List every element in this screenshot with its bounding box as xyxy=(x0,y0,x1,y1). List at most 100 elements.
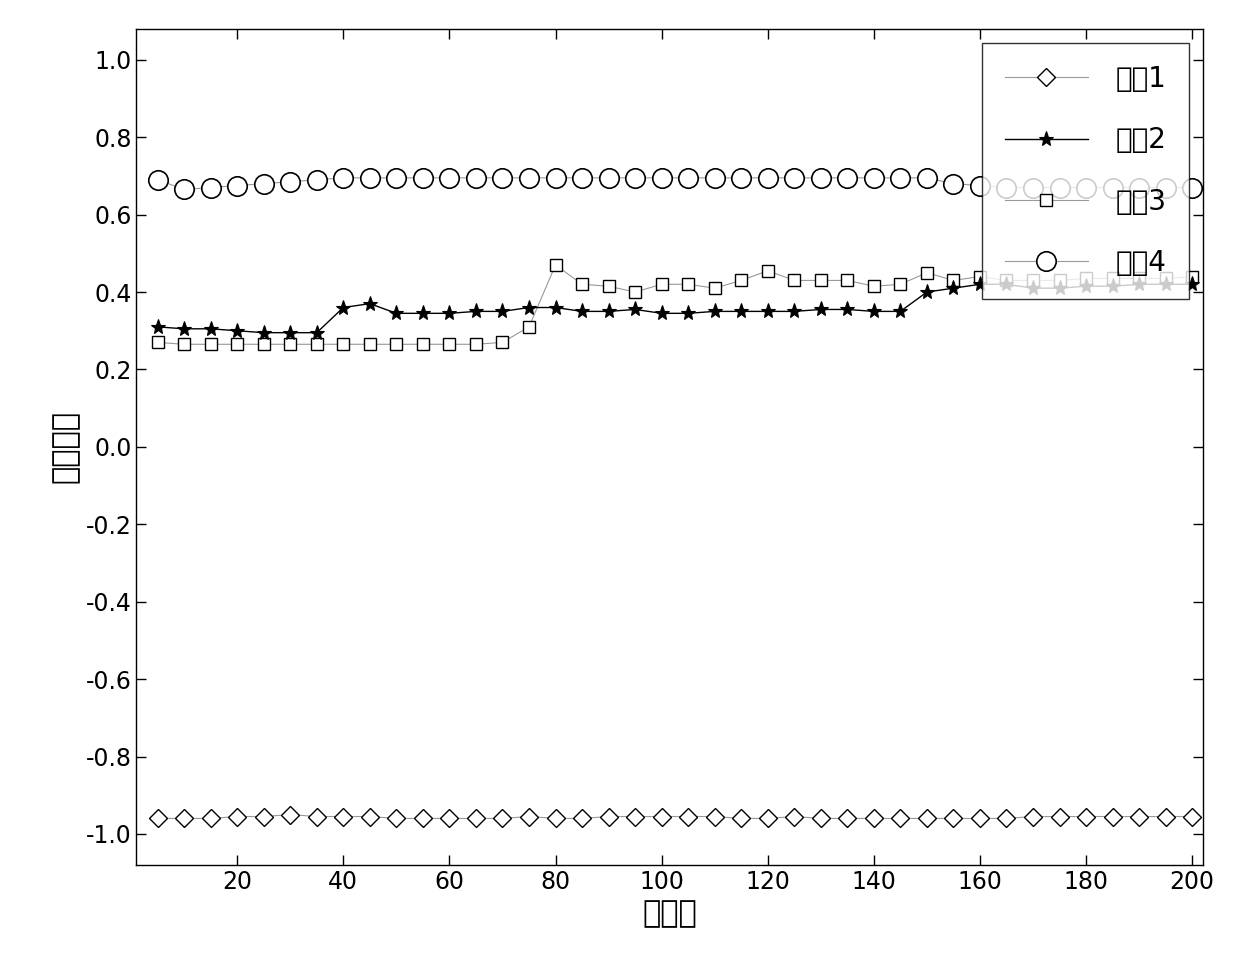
线路1 xyxy=(787,811,802,823)
线路1 xyxy=(707,811,722,823)
线路3 xyxy=(495,336,510,348)
线路3 xyxy=(760,265,775,277)
线路2 xyxy=(362,298,377,309)
线路4 xyxy=(309,174,324,185)
线路3 xyxy=(441,338,456,350)
线路4 xyxy=(362,172,377,184)
线路1 xyxy=(574,813,589,825)
线路2 xyxy=(972,279,987,290)
线路2 xyxy=(1079,281,1094,292)
线路1 xyxy=(441,813,456,825)
线路2 xyxy=(257,327,272,338)
线路1 xyxy=(415,813,430,825)
线路4 xyxy=(1184,182,1199,193)
线路3 xyxy=(389,338,404,350)
线路2 xyxy=(839,304,854,315)
线路1 xyxy=(336,811,351,823)
线路3 xyxy=(999,275,1014,286)
线路2 xyxy=(787,306,802,317)
线路4 xyxy=(999,182,1014,193)
Line: 线路3: 线路3 xyxy=(151,259,1198,351)
线路1 xyxy=(734,813,749,825)
线路1 xyxy=(469,813,484,825)
线路3 xyxy=(522,321,537,333)
线路2 xyxy=(1132,279,1147,290)
线路2 xyxy=(1052,283,1066,294)
线路4 xyxy=(574,172,589,184)
Line: 线路1: 线路1 xyxy=(151,808,1198,825)
线路4 xyxy=(283,176,298,187)
线路4 xyxy=(1025,182,1040,193)
线路3 xyxy=(601,281,616,292)
线路1 xyxy=(655,811,670,823)
Y-axis label: 相关系数: 相关系数 xyxy=(51,410,81,483)
线路1 xyxy=(548,813,563,825)
线路1 xyxy=(867,813,882,825)
线路3 xyxy=(1025,275,1040,286)
线路1 xyxy=(1079,811,1094,823)
线路2 xyxy=(681,308,696,319)
线路2 xyxy=(760,306,775,317)
线路2 xyxy=(548,302,563,313)
线路4 xyxy=(522,172,537,184)
线路4 xyxy=(681,172,696,184)
线路2 xyxy=(1184,279,1199,290)
线路4 xyxy=(203,182,218,193)
线路1 xyxy=(283,809,298,821)
线路4 xyxy=(415,172,430,184)
线路2 xyxy=(229,325,244,336)
线路4 xyxy=(336,172,351,184)
线路1 xyxy=(1158,811,1173,823)
线路2 xyxy=(336,302,351,313)
Line: 线路4: 线路4 xyxy=(148,168,1202,199)
线路4 xyxy=(469,172,484,184)
线路3 xyxy=(257,338,272,350)
线路4 xyxy=(787,172,802,184)
线路3 xyxy=(787,275,802,286)
线路2 xyxy=(495,306,510,317)
线路2 xyxy=(627,304,642,315)
线路3 xyxy=(548,259,563,271)
线路2 xyxy=(1158,279,1173,290)
线路1 xyxy=(681,811,696,823)
线路4 xyxy=(495,172,510,184)
线路1 xyxy=(601,811,616,823)
线路3 xyxy=(362,338,377,350)
线路4 xyxy=(867,172,882,184)
线路2 xyxy=(574,306,589,317)
线路4 xyxy=(1158,182,1173,193)
线路2 xyxy=(415,308,430,319)
线路1 xyxy=(150,813,165,825)
线路1 xyxy=(1105,811,1120,823)
线路2 xyxy=(283,327,298,338)
线路3 xyxy=(336,338,351,350)
线路3 xyxy=(177,338,192,350)
线路1 xyxy=(839,813,854,825)
线路4 xyxy=(548,172,563,184)
线路2 xyxy=(920,286,935,298)
线路3 xyxy=(734,275,749,286)
线路2 xyxy=(522,302,537,313)
线路1 xyxy=(1025,811,1040,823)
线路2 xyxy=(655,308,670,319)
线路1 xyxy=(229,811,244,823)
线路3 xyxy=(707,283,722,294)
线路1 xyxy=(257,811,272,823)
线路3 xyxy=(839,275,854,286)
线路1 xyxy=(760,813,775,825)
线路3 xyxy=(150,336,165,348)
线路2 xyxy=(1105,281,1120,292)
线路2 xyxy=(813,304,828,315)
线路4 xyxy=(946,178,961,189)
线路1 xyxy=(309,811,324,823)
线路4 xyxy=(1079,182,1094,193)
X-axis label: 采样点: 采样点 xyxy=(642,899,697,928)
线路3 xyxy=(1184,271,1199,283)
线路3 xyxy=(1105,273,1120,284)
线路2 xyxy=(867,306,882,317)
线路3 xyxy=(893,279,908,290)
Legend: 线路1, 线路2, 线路3, 线路4: 线路1, 线路2, 线路3, 线路4 xyxy=(982,42,1189,299)
线路4 xyxy=(760,172,775,184)
线路3 xyxy=(681,279,696,290)
线路1 xyxy=(627,811,642,823)
